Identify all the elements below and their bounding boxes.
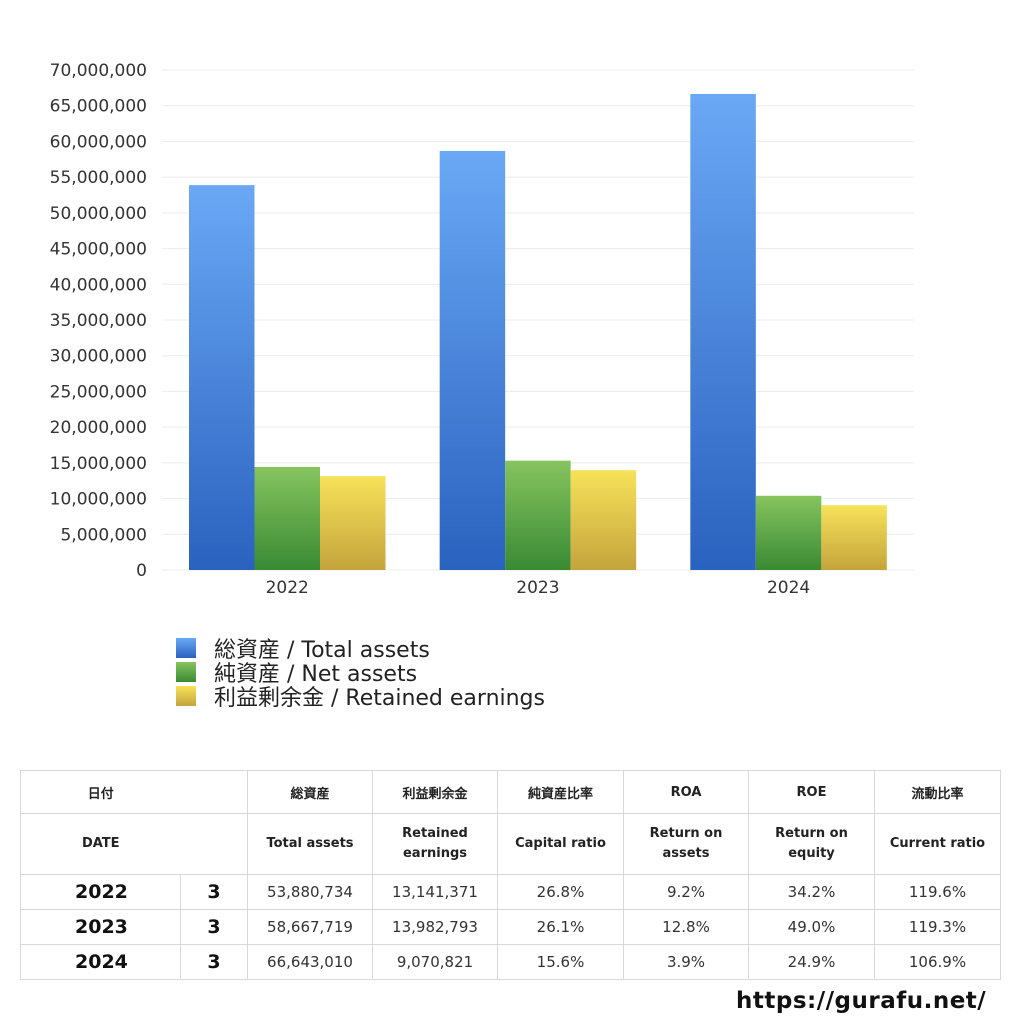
legend-item-net-assets: 純資産 / Net assets [176,660,545,687]
y-tick-label: 10,000,000 [50,490,147,510]
value-cell: 9.2% [623,874,749,910]
table-header-en: DATE Total assets Retained earnings Capi… [20,813,1001,875]
legend: 総資産 / Total assets 純資産 / Net assets 利益剰余… [176,636,545,711]
value-cell: 15.6% [497,944,624,980]
legend-label: 純資産 / Net assets [214,662,418,687]
x-category-label: 2022 [266,578,309,598]
y-tick-label: 15,000,000 [50,454,147,474]
bar-net-assets-2022 [254,467,320,570]
header-cell: 日付 [20,770,181,814]
header-cell [180,770,248,814]
value-cell: 119.6% [874,874,1001,910]
value-cell: 58,667,719 [247,909,373,945]
value-cell: 106.9% [874,944,1001,980]
value-cell: 26.1% [497,909,624,945]
y-tick-label: 65,000,000 [50,97,147,117]
header-cell: 利益剰余金 [372,770,498,814]
header-cell: Total assets [247,813,373,875]
header-cell: 総資産 [247,770,373,814]
header-cell [180,813,248,875]
y-tick-label: 25,000,000 [50,382,147,402]
header-cell: Retained earnings [372,813,498,875]
y-tick-label: 30,000,000 [50,347,147,367]
header-cell: Capital ratio [497,813,624,875]
bar-total-assets-2024 [690,93,756,570]
year-cell: 2024 [20,944,181,980]
header-cell: Return on assets [623,813,749,875]
value-cell: 3.9% [623,944,749,980]
table-row: 2022 3 53,880,734 13,141,371 26.8% 9.2% … [20,874,1001,910]
bars [189,93,887,570]
value-cell: 119.3% [874,909,1001,945]
month-cell: 3 [180,909,248,945]
x-category-label: 2024 [767,578,810,598]
header-cell: 純資産比率 [497,770,624,814]
bar-total-assets-2022 [189,185,255,570]
bar-retained-earnings-2022 [320,476,386,570]
table-row: 2024 3 66,643,010 9,070,821 15.6% 3.9% 2… [20,944,1001,980]
year-cell: 2023 [20,909,181,945]
x-axis: 2022 2023 2024 [266,578,811,598]
site-url[interactable]: https://gurafu.net/ [736,988,987,1014]
y-axis: 0 5,000,000 10,000,000 15,000,000 20,000,000… [50,61,147,581]
grid-lines [162,69,914,571]
bar-retained-earnings-2024 [821,505,887,570]
header-cell: Current ratio [874,813,1001,875]
bar-net-assets-2023 [505,460,571,570]
y-tick-label: 40,000,000 [50,275,147,295]
y-tick-label: 55,000,000 [50,168,147,188]
value-cell: 53,880,734 [247,874,373,910]
header-cell: ROE [748,770,875,814]
header-cell: 流動比率 [874,770,1001,814]
value-cell: 9,070,821 [372,944,498,980]
table-row: 2023 3 58,667,719 13,982,793 26.1% 12.8%… [20,909,1001,945]
y-tick-label: 60,000,000 [50,132,147,152]
bar-retained-earnings-2023 [570,470,637,570]
legend-swatch-total-assets [176,638,196,658]
bar-chart: 0 5,000,000 10,000,000 15,000,000 20,000,000… [50,61,914,598]
header-cell: ROA [623,770,749,814]
value-cell: 26.8% [497,874,624,910]
value-cell: 34.2% [748,874,875,910]
y-tick-label: 35,000,000 [50,311,147,331]
table-header-jp: 日付 総資産 利益剰余金 純資産比率 ROA ROE 流動比率 [20,770,1001,814]
y-tick-label: 5,000,000 [60,525,147,545]
legend-item-total-assets: 総資産 / Total assets [176,636,545,663]
y-tick-label: 20,000,000 [50,418,147,438]
y-tick-label: 45,000,000 [50,240,147,260]
bar-total-assets-2023 [439,150,506,570]
y-tick-label: 70,000,000 [50,61,147,81]
legend-swatch-net-assets [176,662,196,682]
month-cell: 3 [180,944,248,980]
y-tick-label: 0 [136,561,147,581]
header-cell: Return on equity [748,813,875,875]
x-category-label: 2023 [516,578,559,598]
month-cell: 3 [180,874,248,910]
value-cell: 13,982,793 [372,909,498,945]
value-cell: 24.9% [748,944,875,980]
value-cell: 12.8% [623,909,749,945]
legend-item-retained-earnings: 利益剰余金 / Retained earnings [176,684,545,711]
value-cell: 13,141,371 [372,874,498,910]
header-cell: DATE [20,813,181,875]
value-cell: 49.0% [748,909,875,945]
bar-net-assets-2024 [755,495,822,570]
financial-summary-table: 日付 総資産 利益剰余金 純資産比率 ROA ROE 流動比率 DATE Tot… [20,770,1001,980]
year-cell: 2022 [20,874,181,910]
legend-label: 総資産 / Total assets [214,638,430,663]
y-tick-label: 50,000,000 [50,204,147,224]
legend-label: 利益剰余金 / Retained earnings [214,686,545,711]
value-cell: 66,643,010 [247,944,373,980]
legend-swatch-retained-earnings [176,686,196,706]
